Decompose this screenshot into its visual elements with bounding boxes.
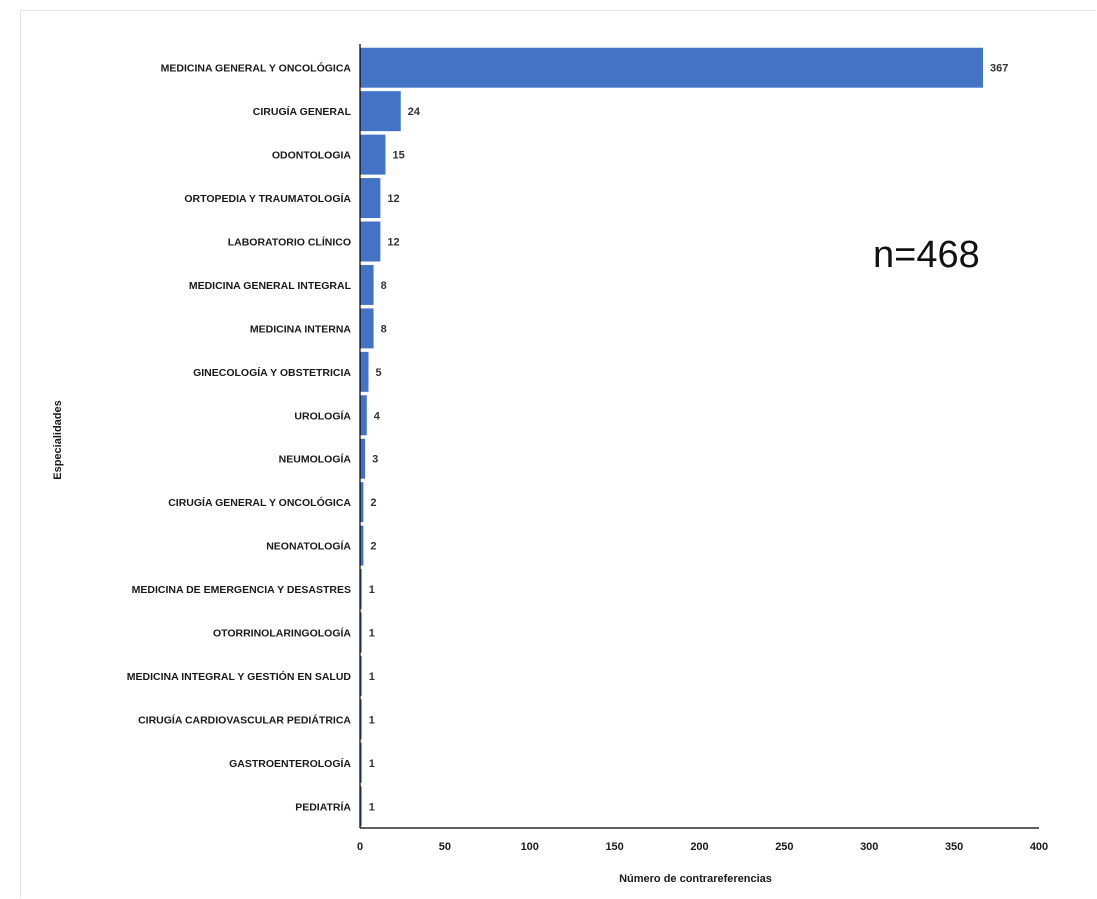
x-tick-label: 50 (439, 841, 451, 853)
category-label: ORTOPEDIA Y TRAUMATOLOGÍA (184, 192, 351, 205)
x-tick-label: 200 (690, 841, 708, 853)
x-tick-label: 300 (860, 841, 878, 853)
category-label: MEDICINA INTEGRAL Y GESTIÓN EN SALUD (127, 670, 352, 683)
value-label: 1 (369, 714, 375, 726)
x-tick-label: 100 (521, 841, 539, 853)
value-label: 1 (369, 584, 375, 596)
value-labels: 367 24 15 12 12 8 8 5 4 3 2 2 1 1 1 1 1 1 (369, 63, 1009, 814)
category-label: MEDICINA GENERAL INTEGRAL (189, 280, 352, 292)
bars-group (360, 48, 983, 827)
category-label: LABORATORIO CLÍNICO (228, 236, 351, 249)
category-labels: MEDICINA GENERAL Y ONCOLÓGICA CIRUGÍA GEN… (127, 62, 352, 814)
x-tick-label: 150 (605, 841, 623, 853)
category-label: PEDIATRÍA (295, 800, 351, 813)
x-tick-labels: 0 50 100 150 200 250 300 350 400 (357, 841, 1048, 853)
value-label: 2 (370, 541, 376, 553)
value-label: 12 (387, 193, 399, 205)
value-label: 12 (387, 237, 399, 249)
value-label: 8 (381, 280, 387, 292)
value-label: 5 (375, 367, 381, 379)
bar (360, 48, 983, 88)
value-label: 24 (408, 106, 421, 118)
category-label: NEUMOLOGÍA (279, 453, 352, 466)
bar (360, 91, 401, 131)
category-label: MEDICINA INTERNA (250, 323, 352, 335)
category-label: CIRUGÍA CARDIOVASCULAR PEDIÁTRICA (138, 713, 351, 726)
category-label: MEDICINA DE EMERGENCIA Y DESASTRES (132, 584, 351, 596)
category-label: ODONTOLOGIA (272, 150, 352, 162)
bar (360, 308, 374, 348)
category-label: UROLOGÍA (294, 409, 351, 422)
value-label: 4 (374, 410, 381, 422)
category-label: CIRUGÍA GENERAL Y ONCOLÓGICA (168, 496, 351, 509)
x-tick-label: 0 (357, 841, 363, 853)
category-label: MEDICINA GENERAL Y ONCOLÓGICA (161, 62, 352, 75)
value-label: 15 (392, 150, 404, 162)
category-label: CIRUGÍA GENERAL (253, 105, 352, 118)
sample-size-annotation: n=468 (873, 234, 980, 276)
bar (360, 395, 367, 435)
value-label: 2 (370, 497, 376, 509)
value-label: 367 (990, 63, 1008, 75)
category-label: GASTROENTEROLOGÍA (229, 757, 351, 770)
bar (360, 439, 365, 479)
x-tick-label: 250 (775, 841, 793, 853)
x-axis-title: Número de contrareferencias (619, 873, 772, 885)
category-label: NEONATOLOGÍA (266, 540, 351, 553)
category-label: OTORRINOLARINGOLOGÍA (213, 627, 351, 640)
category-label: GINECOLOGÍA Y OBSTETRICIA (193, 366, 351, 379)
value-label: 3 (372, 454, 378, 466)
bar (360, 265, 374, 305)
y-axis-title: Especialidades (52, 400, 64, 480)
x-tick-label: 400 (1030, 841, 1048, 853)
value-label: 1 (369, 628, 375, 640)
value-label: 1 (369, 801, 375, 813)
value-label: 1 (369, 758, 375, 770)
bar (360, 352, 368, 392)
bar (360, 178, 380, 218)
value-label: 8 (381, 323, 387, 335)
x-tick-label: 350 (945, 841, 963, 853)
bar (360, 222, 380, 262)
bar (360, 135, 385, 175)
value-label: 1 (369, 671, 375, 683)
